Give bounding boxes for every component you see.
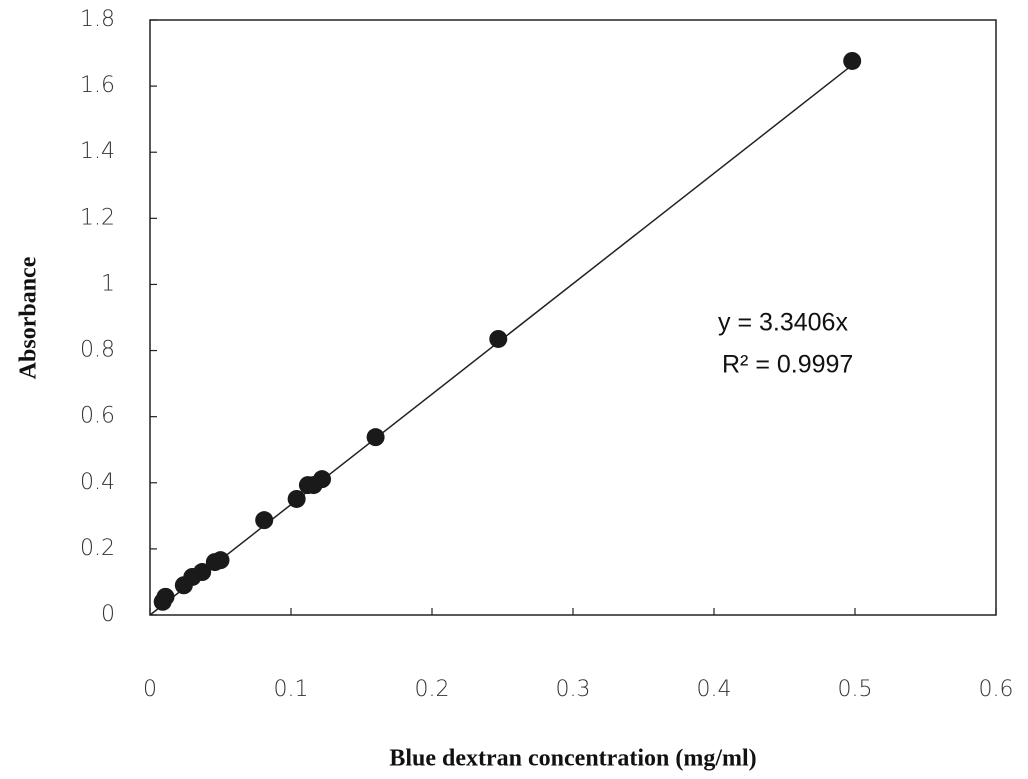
point bbox=[313, 470, 332, 489]
x-tick-label: 0.5 bbox=[838, 677, 873, 702]
x-tick-label: 0.3 bbox=[556, 677, 591, 702]
y-tick-label: 0 bbox=[101, 602, 115, 627]
y-tick-label: 1.2 bbox=[80, 205, 115, 230]
x-tick-label: 0.6 bbox=[979, 677, 1014, 702]
y-tick-label: 1 bbox=[101, 271, 115, 296]
y-tick-label: 0.2 bbox=[80, 536, 115, 561]
point bbox=[843, 51, 862, 70]
plot-frame bbox=[149, 19, 997, 616]
point bbox=[211, 551, 230, 570]
y-tick-label: 0.6 bbox=[80, 404, 115, 429]
point bbox=[287, 489, 306, 508]
y-tick-label: 0.4 bbox=[80, 470, 115, 495]
x-tick-label: 0.4 bbox=[697, 677, 732, 702]
point bbox=[489, 329, 508, 348]
y-tick-label: 1.8 bbox=[80, 7, 115, 32]
point bbox=[193, 563, 212, 582]
r-squared: R² = 0.9997 bbox=[722, 351, 853, 379]
x-tick-label: 0.2 bbox=[415, 677, 450, 702]
point bbox=[366, 428, 385, 447]
y-axis-title: Absorbance bbox=[16, 256, 42, 379]
x-tick-label: 0 bbox=[143, 677, 157, 702]
point bbox=[156, 587, 175, 606]
x-axis-title: Blue dextran concentration (mg/ml) bbox=[389, 746, 756, 772]
y-tick-label: 1.4 bbox=[80, 139, 115, 164]
y-tick-label: 1.6 bbox=[80, 73, 115, 98]
equation: y = 3.3406x bbox=[718, 309, 848, 337]
y-tick-label: 0.8 bbox=[80, 338, 115, 363]
point bbox=[255, 511, 274, 530]
x-tick-label: 0.1 bbox=[274, 677, 309, 702]
